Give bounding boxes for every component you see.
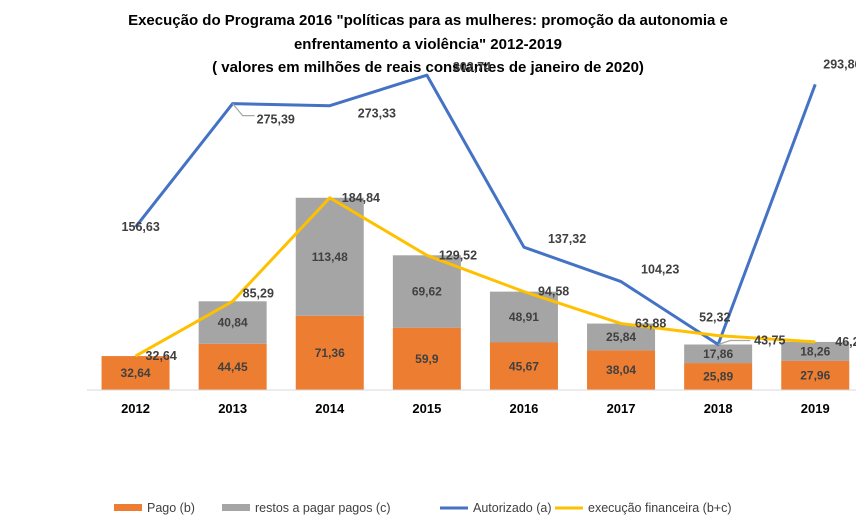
chart-title-line-2: enfrentamento a violência" 2012-2019: [293, 36, 563, 53]
data-label-autorizado-2017: 104,23: [641, 263, 679, 277]
legend-label-0: Pago (b): [147, 501, 195, 515]
data-label-pago-2012: 32,64: [121, 366, 151, 380]
data-label-pago-2013: 44,45: [218, 360, 248, 374]
data-label-autorizado-2016: 137,32: [548, 232, 586, 246]
x-tick-label-2019: 2019: [801, 401, 830, 416]
data-label-restos-2017: 25,84: [606, 330, 636, 344]
bar-restos-2017: [587, 323, 656, 351]
bar-pago-2014: [295, 315, 364, 390]
x-tick-label-2012: 2012: [121, 401, 150, 416]
data-label-execucao-2016: 94,58: [538, 285, 569, 299]
data-label-execucao-2013: 85,29: [243, 286, 274, 300]
legend-swatch-1: [222, 504, 250, 511]
x-tick-label-2016: 2016: [509, 401, 538, 416]
data-label-execucao-2015: 129,52: [439, 248, 477, 262]
data-label-pago-2016: 45,67: [509, 359, 539, 373]
bar-restos-2015: [392, 255, 461, 328]
data-label-autorizado-2012: 156,63: [122, 220, 160, 234]
data-label-execucao-2014: 184,84: [342, 191, 380, 205]
bar-restos-2014: [295, 197, 364, 316]
legend-swatch-0: [114, 504, 142, 511]
data-label-pago-2017: 38,04: [606, 363, 636, 377]
legend-label-1: restos a pagar pagos (c): [255, 501, 391, 515]
bar-restos-2019: [781, 341, 850, 361]
data-label-pago-2014: 71,36: [315, 346, 345, 360]
data-label-restos-2013: 40,84: [218, 316, 248, 330]
x-tick-label-2014: 2014: [315, 401, 345, 416]
bar-pago-2018: [684, 363, 753, 390]
data-label-execucao-2012: 32,64: [146, 349, 177, 363]
data-label-restos-2016: 48,91: [509, 310, 539, 324]
x-tick-label-2013: 2013: [218, 401, 247, 416]
bar-pago-2016: [489, 342, 558, 390]
data-label-autorizado-2014: 273,33: [358, 107, 396, 121]
legend-label-2: Autorizado (a): [473, 501, 552, 515]
bar-pago-2017: [587, 350, 656, 390]
data-label-execucao-2017: 63,88: [635, 317, 666, 331]
legend-label-3: execução financeira (b+c): [588, 501, 731, 515]
data-label-restos-2019: 18,26: [800, 344, 830, 358]
bar-pago-2013: [198, 343, 267, 390]
chart-title-line-1: Execução do Programa 2016 "políticas par…: [128, 12, 728, 29]
x-tick-label-2017: 2017: [607, 401, 636, 416]
data-label-restos-2015: 69,62: [412, 285, 442, 299]
x-tick-label-2018: 2018: [704, 401, 733, 416]
data-label-execucao-2019: 46,22: [835, 335, 856, 349]
bar-restos-2018: [684, 344, 753, 364]
bar-pago-2012: [101, 356, 170, 390]
data-label-pago-2018: 25,89: [703, 370, 733, 384]
data-label-execucao-2018: 52,32: [699, 311, 730, 325]
x-tick-label-2015: 2015: [412, 401, 441, 416]
bar-pago-2019: [781, 360, 850, 390]
leader-line-autorizado-2013: [232, 103, 255, 117]
data-label-autorizado-2013: 275,39: [257, 113, 295, 127]
bar-pago-2015: [392, 327, 461, 390]
data-label-pago-2019: 27,96: [800, 368, 830, 382]
series-line-execucao: [134, 196, 816, 358]
data-label-restos-2014: 113,48: [312, 250, 348, 264]
data-label-restos-2018: 17,86: [703, 347, 733, 361]
data-label-autorizado-2018: 43,75: [754, 334, 785, 348]
data-label-autorizado-2015: 302,74: [453, 60, 491, 74]
data-label-autorizado-2019: 293,86: [823, 57, 856, 71]
bar-restos-2013: [198, 301, 267, 344]
chart-title-line-3: ( valores em milhões de reais constantes…: [212, 59, 644, 76]
leader-line-autorizado-2018: [717, 339, 751, 346]
data-label-pago-2015: 59,9: [415, 352, 439, 366]
